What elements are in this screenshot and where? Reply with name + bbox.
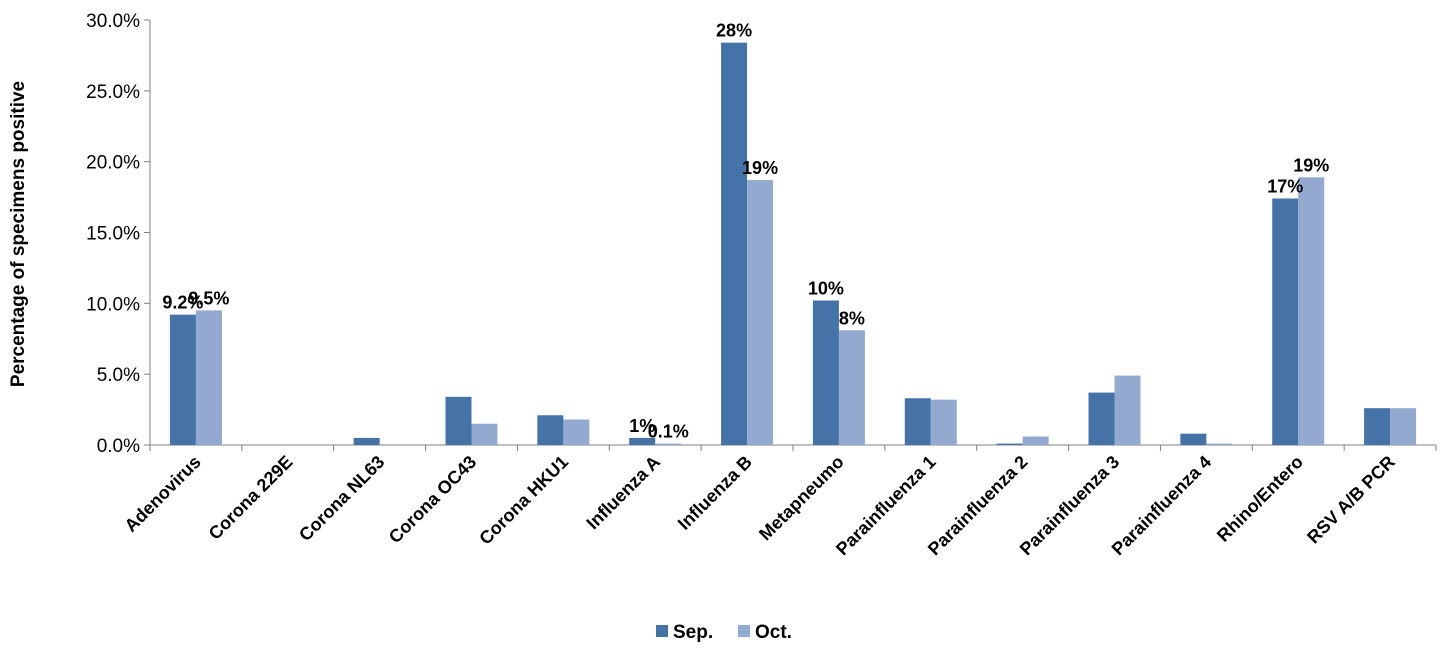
bar-sep <box>353 437 380 445</box>
category-label: Influenza B <box>674 452 756 534</box>
y-tick-label: 5.0% <box>97 365 140 386</box>
y-axis-label: Percentage of specimens positive <box>8 81 29 387</box>
y-tick-labels: 0.0% 5.0% 10.0% 15.0% 20.0% 25.0% 30.0% <box>86 11 140 457</box>
category-label: Rhino/Entero <box>1213 452 1307 546</box>
y-tick-label: 0.0% <box>97 436 140 457</box>
bar-sep <box>904 398 931 445</box>
legend-label: Sep. <box>673 622 713 643</box>
y-tick-label: 25.0% <box>86 82 140 103</box>
data-label: 9.5% <box>188 288 229 308</box>
category-label: Parainfluenza 1 <box>832 452 940 560</box>
bar-sep <box>629 437 656 445</box>
bar-oct <box>1390 408 1417 445</box>
data-label: 28% <box>716 21 752 41</box>
category-label: RSV A/B PCR <box>1303 452 1399 548</box>
data-label: 19% <box>742 158 778 178</box>
bar-sep <box>1364 408 1391 445</box>
bar-oct <box>930 399 957 445</box>
legend-swatch-oct <box>738 625 750 637</box>
bar-sep <box>445 396 472 445</box>
data-label: 9.2% <box>162 293 203 313</box>
bar-oct <box>747 180 774 446</box>
bars <box>169 42 1417 446</box>
bar-sep <box>1088 392 1115 445</box>
data-label: 19% <box>1293 155 1329 175</box>
bar-sep <box>721 42 748 446</box>
y-tick-label: 10.0% <box>86 294 140 315</box>
bar-oct <box>838 330 865 445</box>
axes <box>144 19 1437 451</box>
category-label: Corona OC43 <box>385 452 480 547</box>
category-label: Adenovirus <box>121 452 205 536</box>
data-labels: 9.2%9.5%1%0.1%28%19%10%8%17%19% <box>162 21 1329 442</box>
bar-oct <box>1298 177 1325 445</box>
bar-sep <box>537 415 564 445</box>
legend-label: Oct. <box>755 622 792 643</box>
category-label: Parainfluenza 4 <box>1108 452 1216 560</box>
legend-swatch-sep <box>656 625 668 637</box>
bar-sep <box>996 443 1023 445</box>
bar-oct <box>1206 443 1233 445</box>
data-label: 10% <box>808 279 844 299</box>
category-label: Corona NL63 <box>295 452 388 545</box>
data-label: 1% <box>629 416 655 436</box>
bar-sep <box>1272 198 1299 445</box>
bar-sep <box>169 314 196 445</box>
bar-oct <box>563 419 590 445</box>
bar-oct <box>471 423 498 445</box>
bar-oct <box>1114 375 1141 445</box>
category-label: Corona HKU1 <box>475 452 572 549</box>
category-label: Corona 229E <box>205 452 297 544</box>
category-label: Metapneumo <box>755 452 848 545</box>
bar-oct <box>1022 436 1049 445</box>
category-label: Parainfluenza 2 <box>924 452 1032 560</box>
data-label: 17% <box>1267 177 1303 197</box>
legend: Sep. Oct. <box>656 622 792 643</box>
y-tick-label: 20.0% <box>86 153 140 174</box>
bar-sep <box>1180 433 1207 445</box>
bar-oct <box>195 310 222 445</box>
bar-sep <box>812 300 839 445</box>
category-label: Parainfluenza 3 <box>1016 452 1124 560</box>
data-label: 8% <box>839 308 865 328</box>
y-axis-title: Percentage of specimens positive <box>8 81 29 387</box>
bar-oct <box>655 443 682 445</box>
y-tick-label: 30.0% <box>86 11 140 32</box>
category-label: Influenza A <box>582 452 664 534</box>
data-label: 0.1% <box>648 422 689 442</box>
y-tick-label: 15.0% <box>86 224 140 245</box>
